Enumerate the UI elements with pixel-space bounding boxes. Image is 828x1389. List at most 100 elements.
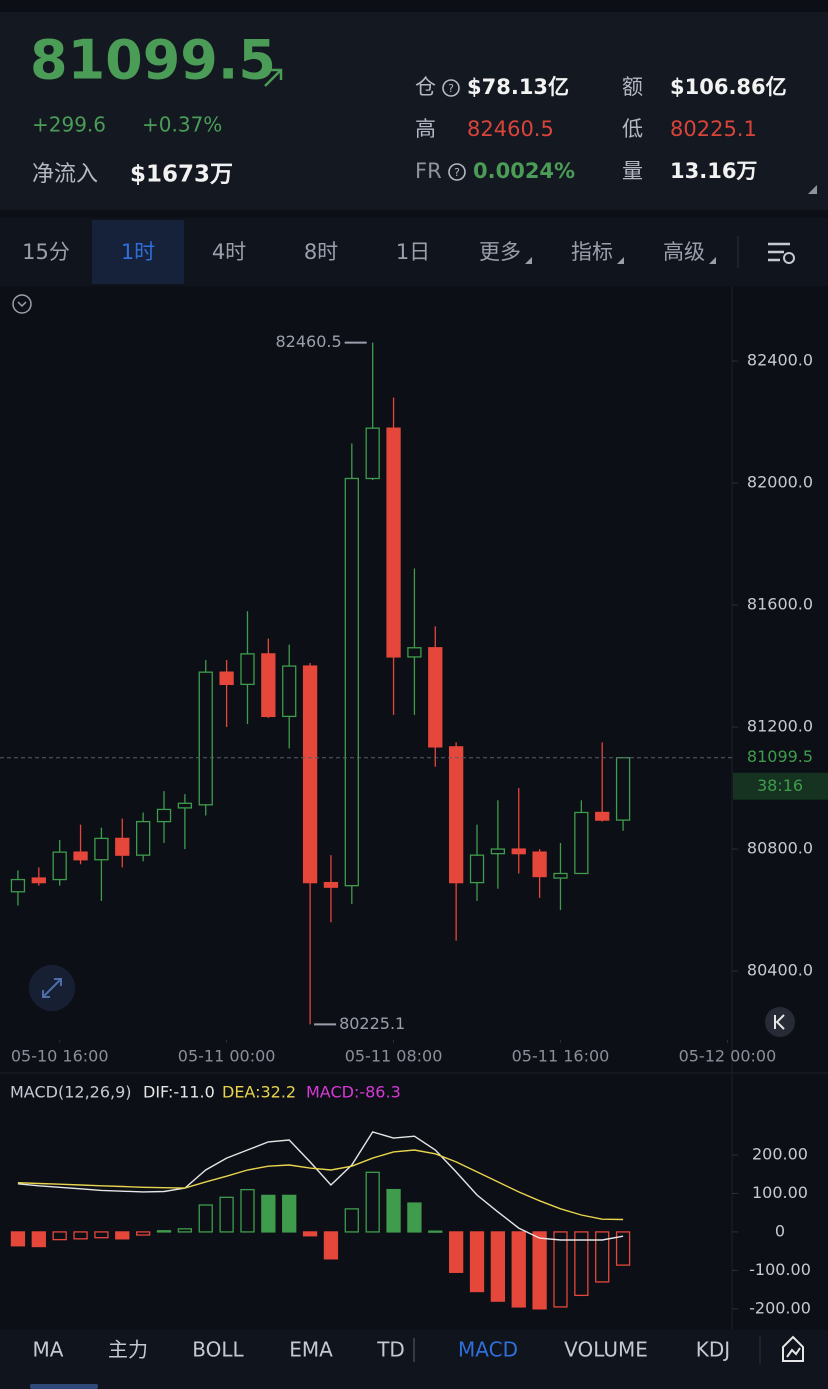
indicator-tab[interactable]: MA	[33, 1338, 64, 1362]
macd-bar	[386, 1188, 401, 1233]
stat-label: 低	[622, 117, 643, 141]
interval-tab[interactable]: 指标	[571, 240, 613, 264]
help-icon[interactable]	[448, 163, 466, 181]
indicator-tab[interactable]: VOLUME	[564, 1338, 648, 1362]
dropdown-mark	[617, 257, 624, 264]
indicator-tab[interactable]: TD	[376, 1338, 405, 1362]
high-annotation: 82460.5	[276, 332, 342, 351]
stat-label: 仓	[415, 75, 436, 99]
candle-body	[261, 653, 276, 718]
macd-bar	[490, 1231, 506, 1302]
candle-body	[615, 757, 631, 821]
candle-body	[52, 851, 67, 881]
macd-bar	[428, 1230, 443, 1233]
macd-bar	[365, 1171, 380, 1233]
candle-body	[407, 647, 422, 658]
settings-icon[interactable]	[768, 242, 790, 262]
candle-body	[302, 665, 318, 884]
price-tag: 81099.5	[747, 747, 813, 766]
stat-value: $106.86亿	[670, 75, 787, 99]
candle-body	[595, 811, 610, 821]
macd-bar	[532, 1231, 547, 1310]
macd-bar	[553, 1231, 568, 1308]
countdown-bg	[733, 772, 828, 800]
macd-bar	[302, 1231, 318, 1237]
macd-bar	[240, 1188, 255, 1233]
candle-body	[490, 848, 506, 855]
interval-tab[interactable]: 高级	[663, 240, 705, 264]
macd-line	[17, 1131, 624, 1241]
header-panel	[0, 12, 828, 210]
legend-entry: MACD:-86.3	[306, 1083, 401, 1102]
interval-tab[interactable]: 15分	[22, 240, 70, 264]
macd-bar	[198, 1204, 213, 1233]
reset-button[interactable]	[765, 1007, 795, 1037]
reset-icon	[774, 1014, 785, 1030]
candle-body	[323, 881, 339, 888]
price-tag-bg	[733, 744, 828, 771]
candle-body	[156, 808, 172, 823]
interval-tab[interactable]: 1时	[121, 240, 155, 264]
candle-body	[31, 877, 46, 884]
indicator-tab[interactable]: EMA	[289, 1338, 333, 1362]
candle-body	[469, 854, 485, 884]
macd-bar	[282, 1194, 297, 1233]
macd-bar	[511, 1231, 526, 1308]
help-icon[interactable]	[442, 79, 460, 97]
candle-body	[94, 837, 109, 861]
macd-bar	[156, 1230, 172, 1233]
candle-body	[135, 820, 151, 856]
macd-bar	[323, 1231, 339, 1260]
dropdown-mark	[709, 257, 716, 264]
y-tick-label: 82400.0	[747, 351, 813, 370]
stat-value: 82460.5	[467, 117, 554, 141]
interval-tabs: 15分 1时 4时 8时 1日 更多 指标 高级	[22, 240, 716, 264]
trend-arrow	[264, 68, 283, 87]
indicator-tab[interactable]: 主力	[108, 1338, 148, 1362]
macd-bar	[344, 1208, 359, 1233]
candle-body	[553, 872, 568, 879]
candle-body	[115, 837, 130, 856]
candle-body	[240, 653, 255, 686]
expand-corner[interactable]	[808, 185, 817, 194]
countdown: 38:16	[757, 776, 803, 795]
y-tick-label: 200.00	[752, 1145, 808, 1164]
y-tick-label: 80800.0	[747, 839, 813, 858]
candle-body	[10, 878, 26, 893]
interval-tab[interactable]: 4时	[212, 240, 246, 264]
x-tick-label: 05-11 08:00	[345, 1047, 443, 1066]
macd-bar	[10, 1231, 26, 1247]
macd-bar	[448, 1231, 464, 1273]
inflow-label: 净流入	[32, 162, 98, 187]
candle-body	[386, 427, 401, 658]
macd-bar	[31, 1231, 46, 1248]
drawing-tool-icon[interactable]	[782, 1335, 804, 1362]
candle-body	[511, 848, 526, 855]
macd-bar	[219, 1196, 234, 1233]
legend-entry: DEA:32.2	[222, 1083, 296, 1102]
macd-bar	[135, 1231, 151, 1236]
indicator-tab[interactable]: BOLL	[192, 1338, 244, 1362]
indicator-tab[interactable]: MACD	[458, 1338, 518, 1362]
interval-tab[interactable]: 8时	[304, 240, 338, 264]
y-tick-label: 81600.0	[747, 595, 813, 614]
macd-bar	[595, 1231, 610, 1283]
y-tick-label: 82000.0	[747, 473, 813, 492]
candle-body	[448, 746, 464, 884]
y-tick-label: 80400.0	[747, 961, 813, 980]
candle-body	[73, 851, 88, 861]
collapse-chevron	[17, 301, 27, 308]
y-tick-label: -200.00	[749, 1298, 811, 1317]
y-tick-label: -100.00	[749, 1260, 811, 1279]
y-tick-label: 81200.0	[747, 717, 813, 736]
interval-tab[interactable]: 1日	[396, 240, 430, 264]
indicator-tab[interactable]: KDJ	[696, 1338, 730, 1362]
help-icon-glyph: ?	[448, 82, 454, 95]
interval-tab[interactable]: 更多	[479, 240, 521, 264]
stat-label: 高	[415, 117, 436, 141]
last-price: 81099.5	[30, 29, 276, 92]
dropdown-mark	[525, 257, 532, 264]
collapse-button[interactable]	[12, 294, 32, 314]
change: +299.6	[32, 113, 106, 137]
